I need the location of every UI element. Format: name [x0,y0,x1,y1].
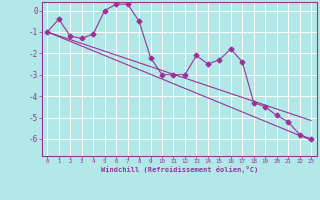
X-axis label: Windchill (Refroidissement éolien,°C): Windchill (Refroidissement éolien,°C) [100,166,258,173]
